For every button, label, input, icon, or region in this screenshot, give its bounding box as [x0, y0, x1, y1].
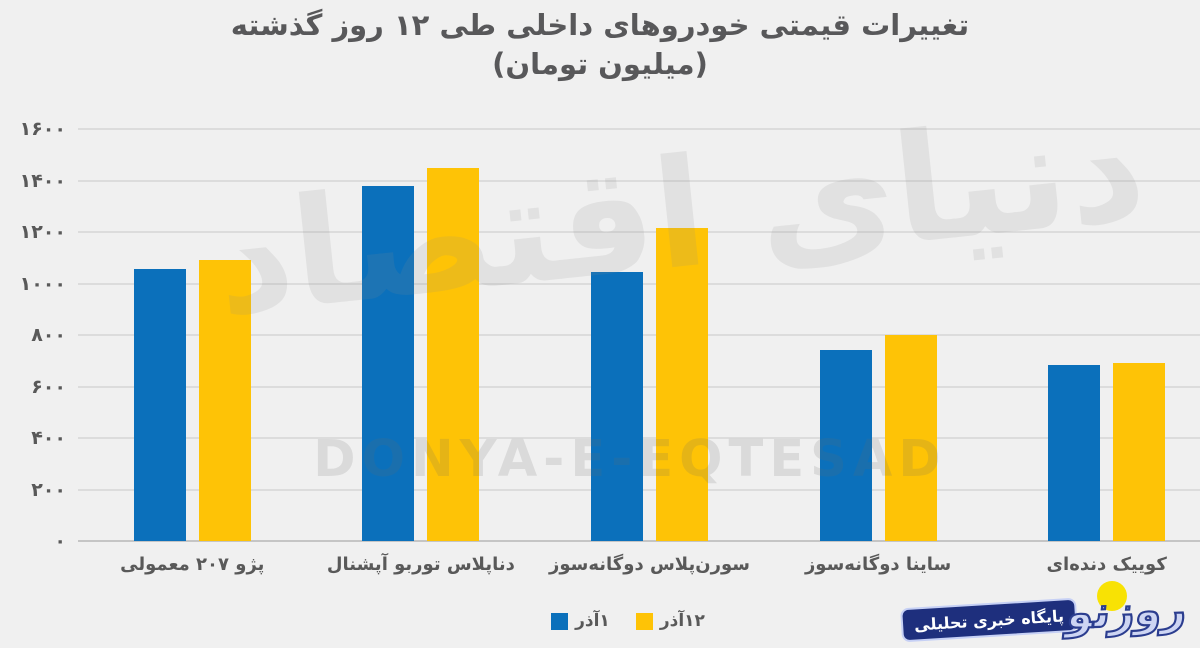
y-tick-label: ۱۲۰۰: [19, 221, 66, 243]
bar-series1-cat5: [1048, 364, 1101, 541]
chart-title: تغییرات قیمتی خودروهای داخلی طی ۱۲ روز گ…: [230, 8, 970, 42]
bar-series1-cat4: [819, 350, 872, 541]
category-label: ساینا دوگانه‌سوز: [804, 554, 952, 575]
legend-label: ۱۲آذر: [659, 611, 705, 631]
legend-entry: ۱۲آذر: [635, 611, 705, 631]
bar-series2-cat4: [884, 335, 937, 541]
y-tick-label: ۰: [54, 530, 66, 552]
gridline-1400: [78, 179, 1200, 182]
y-tick-label: ۱۰۰۰: [19, 272, 66, 295]
x-axis-category-labels: پژو ۲۰۷ معمولی دناپلاس توربو آپشنال سورن‌پ…: [78, 554, 1200, 575]
bar-series2-cat1: [198, 260, 251, 541]
y-tick-label: ۶۰۰: [31, 375, 66, 398]
category-label: پژو ۲۰۷ معمولی: [120, 554, 265, 575]
plot-area: [78, 128, 1200, 542]
category-label: کوییک دنده‌ای: [1046, 554, 1167, 575]
bar-series2-cat5: [1113, 363, 1166, 541]
logo-sun-icon: [1097, 581, 1127, 611]
y-tick-label: ۲۰۰: [31, 478, 66, 501]
legend-swatch-icon: [551, 612, 569, 630]
y-tick-label: ۸۰۰: [31, 324, 66, 346]
legend-label: ۱آذر: [575, 611, 610, 631]
chart-subtitle: (میلیون تومان): [492, 47, 708, 82]
gridline-1600: [78, 128, 1200, 130]
bar-series1-cat2: [362, 185, 415, 541]
category-label: دناپلاس توربو آپشنال: [326, 554, 515, 575]
y-tick-label: ۱۶۰۰: [19, 118, 66, 140]
gridline-0: [78, 540, 1200, 542]
bar-series1-cat1: [133, 269, 186, 541]
gridline-1200: [78, 231, 1200, 233]
legend-entry: ۱آذر: [551, 611, 610, 631]
y-tick-label: ۴۰۰: [31, 427, 66, 449]
category-label: سورن‌پلاس دوگانه‌سوز: [549, 554, 750, 575]
title-block: تغییرات قیمتی خودروهای داخلی طی ۱۲ روز گ…: [0, 6, 1200, 84]
legend: ۱آذر ۱۲آذر: [0, 611, 1200, 631]
bar-series1-cat3: [591, 271, 643, 541]
y-tick-label: ۱۴۰۰: [19, 169, 66, 192]
bar-series2-cat3: [656, 228, 708, 541]
legend-swatch-icon: [635, 612, 653, 630]
logo-brand-text: روزنو: [1063, 584, 1190, 640]
bar-series2-cat2: [427, 167, 480, 541]
